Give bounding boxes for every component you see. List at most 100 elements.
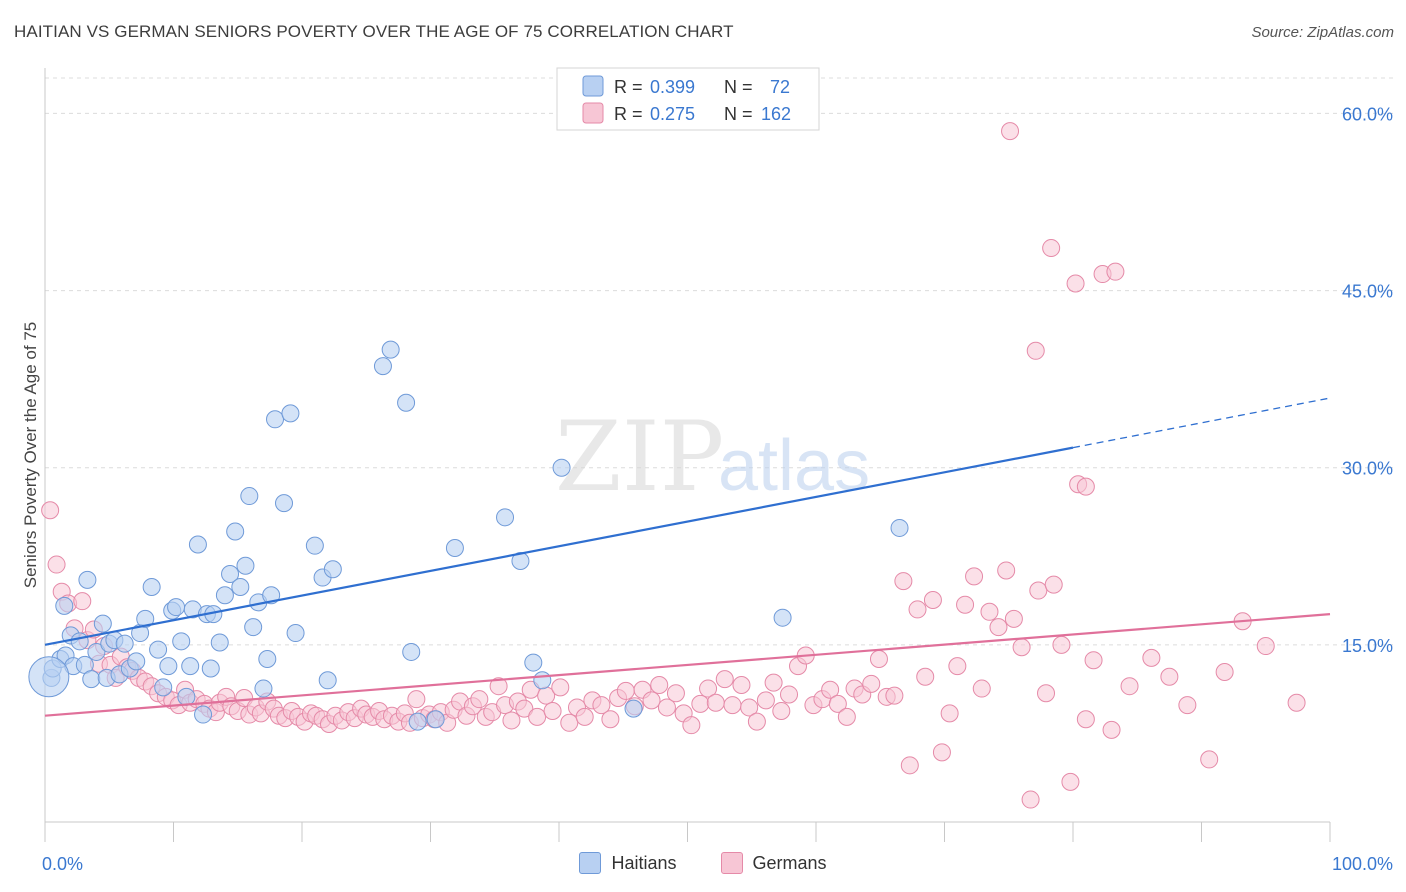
- data-point-haitians: [70, 632, 89, 651]
- data-point-germans: [47, 555, 66, 574]
- trend-lines: [44, 397, 1331, 717]
- data-point-haitians: [552, 458, 571, 477]
- data-point-haitians: [188, 535, 207, 554]
- haitians-label: Haitians: [611, 852, 677, 873]
- data-point-germans: [1029, 581, 1048, 600]
- legend-germans-n-value: 162: [761, 104, 791, 124]
- y-tick-label: 30.0%: [1342, 459, 1393, 479]
- data-point-haitians: [533, 671, 552, 690]
- data-point-germans: [592, 696, 611, 715]
- data-point-germans: [407, 690, 426, 709]
- legend-germans-n-label: N =: [724, 104, 753, 124]
- data-point-germans: [41, 501, 60, 520]
- data-point-germans: [543, 701, 562, 720]
- legend-bottom-haitians[interactable]: Haitians: [579, 852, 677, 874]
- data-point-germans: [980, 602, 999, 621]
- legend-haitians-r-value: 0.399: [650, 77, 695, 97]
- data-point-germans: [732, 676, 751, 695]
- data-point-germans: [862, 674, 881, 693]
- data-point-haitians: [172, 632, 191, 651]
- data-point-germans: [502, 711, 521, 730]
- data-point-germans: [650, 676, 669, 695]
- x-tick-label: 0.0%: [42, 854, 83, 874]
- haitians-points: [28, 340, 909, 731]
- data-point-germans: [1120, 677, 1139, 696]
- chart-source: Source: ZipAtlas.com: [1251, 24, 1394, 41]
- x-tick-label: 100.0%: [1332, 854, 1393, 874]
- data-point-haitians: [258, 650, 277, 669]
- data-point-haitians: [236, 556, 255, 575]
- data-point-germans: [1026, 341, 1045, 360]
- data-point-germans: [1044, 575, 1063, 594]
- data-point-germans: [940, 704, 959, 723]
- data-point-germans: [989, 618, 1008, 637]
- legend-top: R = 0.399 N = 72 R = 0.275 N = 162: [556, 67, 820, 131]
- data-point-germans: [1084, 651, 1103, 670]
- data-point-germans: [1142, 648, 1161, 667]
- haitians-swatch: [579, 852, 602, 874]
- data-point-haitians: [221, 565, 240, 583]
- data-point-germans: [885, 686, 904, 705]
- data-point-haitians: [408, 712, 427, 731]
- data-point-haitians: [318, 671, 337, 690]
- data-point-germans: [1012, 638, 1031, 657]
- data-point-haitians: [127, 652, 146, 671]
- data-point-haitians: [445, 539, 464, 558]
- data-point-haitians: [167, 598, 186, 617]
- data-point-haitians: [55, 596, 74, 615]
- data-point-germans: [828, 694, 847, 713]
- data-point-germans: [764, 673, 783, 692]
- data-point-haitians: [773, 608, 792, 627]
- chart-title: HAITIAN VS GERMAN SENIORS POVERTY OVER T…: [14, 22, 734, 41]
- data-point-germans: [972, 679, 991, 698]
- data-point-haitians-large: [28, 656, 70, 698]
- legend-haitians-swatch: [582, 75, 604, 97]
- data-point-germans: [1102, 720, 1121, 739]
- data-point-germans: [682, 716, 701, 735]
- data-point-germans: [908, 600, 927, 619]
- legend-bottom-germans[interactable]: Germans: [720, 852, 827, 874]
- data-point-haitians: [275, 494, 294, 513]
- data-point-germans: [616, 681, 635, 700]
- data-point-haitians: [149, 640, 168, 659]
- data-point-germans: [1106, 262, 1125, 281]
- data-point-haitians: [305, 536, 324, 555]
- legend-germans-r-value: 0.275: [650, 104, 695, 124]
- germans-points: [41, 122, 1306, 809]
- data-point-germans: [1001, 122, 1020, 141]
- trend-line-germans: [44, 613, 1331, 717]
- data-point-germans: [821, 680, 840, 699]
- y-axis-label: Seniors Poverty Over the Age of 75: [21, 322, 40, 588]
- data-point-haitians: [181, 657, 200, 676]
- y-tick-label: 15.0%: [1342, 636, 1393, 656]
- legend-bottom: Haitians Germans: [0, 852, 1406, 874]
- data-point-germans: [756, 691, 775, 710]
- data-point-haitians: [281, 404, 300, 423]
- watermark-atlas: atlas: [718, 426, 870, 506]
- legend-germans-r-label: R =: [614, 104, 643, 124]
- legend-germans-swatch: [582, 102, 604, 124]
- data-point-germans: [560, 713, 579, 732]
- watermark: ZIP atlas: [555, 401, 870, 513]
- data-point-haitians: [142, 577, 161, 596]
- data-point-haitians: [226, 522, 245, 541]
- data-point-germans: [1160, 667, 1179, 686]
- data-point-haitians: [136, 609, 155, 628]
- legend-haitians-n-label: N =: [724, 77, 753, 97]
- data-point-haitians: [78, 570, 97, 589]
- data-point-haitians: [93, 614, 112, 633]
- data-point-germans: [1052, 635, 1071, 654]
- data-point-germans: [932, 743, 951, 762]
- data-point-haitians: [215, 586, 234, 605]
- legend-haitians-r-label: R =: [614, 77, 643, 97]
- data-point-haitians: [402, 642, 421, 661]
- data-point-germans: [470, 690, 489, 709]
- data-point-haitians: [890, 518, 909, 537]
- data-point-germans: [1215, 663, 1234, 682]
- data-point-germans: [1178, 696, 1197, 715]
- data-point-germans: [997, 561, 1016, 580]
- data-point-germans: [642, 691, 661, 710]
- data-point-haitians: [286, 624, 305, 643]
- data-point-haitians: [87, 642, 106, 661]
- data-point-germans: [900, 756, 919, 775]
